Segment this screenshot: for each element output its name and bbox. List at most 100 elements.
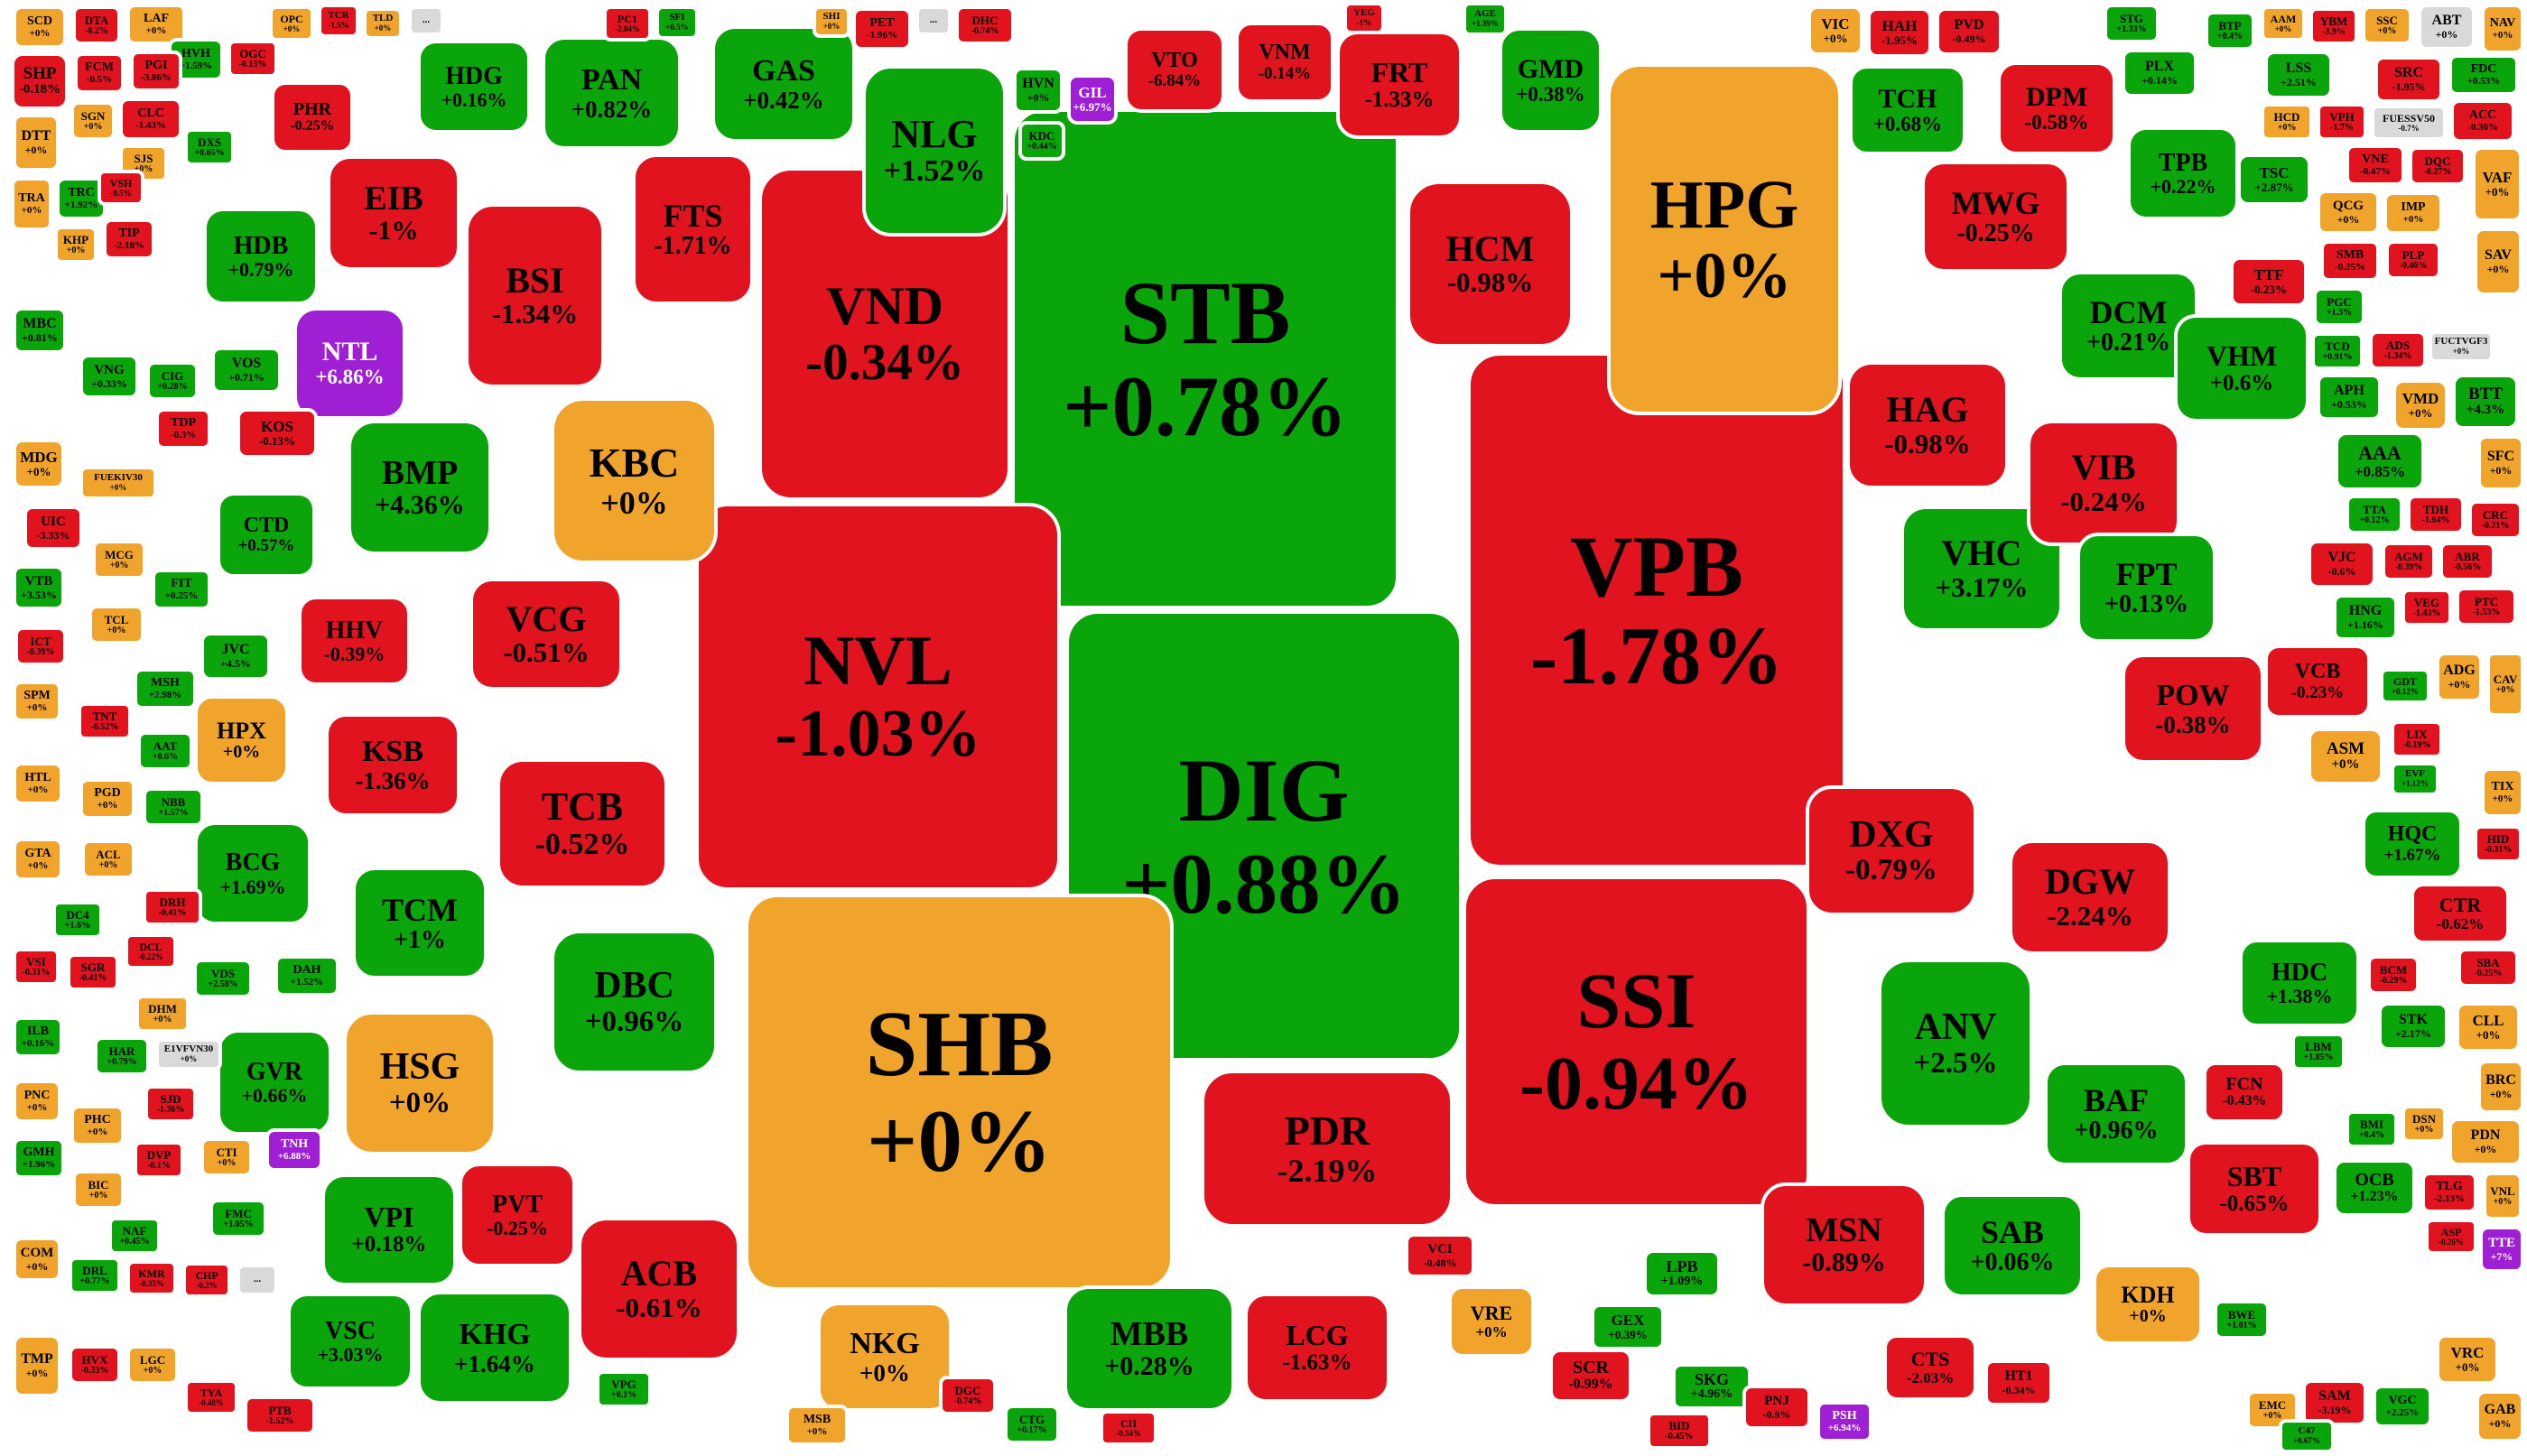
- stock-cell-kbc[interactable]: KBC +0%: [551, 397, 718, 564]
- stock-cell-pgi[interactable]: PGI -3.86%: [130, 51, 182, 92]
- stock-cell-smb[interactable]: SMB -0.25%: [2320, 240, 2380, 282]
- stock-cell-more[interactable]: ...: [915, 5, 952, 36]
- stock-cell-vds[interactable]: VDS +2.58%: [193, 959, 253, 998]
- stock-cell-bid[interactable]: BID -0.45%: [1647, 1412, 1712, 1450]
- stock-cell-pow[interactable]: POW -0.38%: [2122, 654, 2264, 764]
- stock-cell-tnh[interactable]: TNH +6.88%: [265, 1128, 323, 1172]
- stock-cell-vib[interactable]: VIB -0.24%: [2027, 420, 2180, 546]
- stock-cell-fts[interactable]: FTS -1.71%: [632, 153, 754, 305]
- stock-cell-tsc[interactable]: TSC +2.87%: [2237, 153, 2311, 206]
- stock-cell-mwg[interactable]: MWG -0.25%: [1921, 161, 2070, 273]
- stock-cell-acl[interactable]: ACL +0%: [81, 839, 135, 879]
- stock-cell-drl[interactable]: DRL +0.77%: [69, 1257, 121, 1294]
- stock-cell-mbb[interactable]: MBB +0.28%: [1064, 1285, 1235, 1412]
- stock-cell-more[interactable]: ...: [237, 1264, 278, 1296]
- stock-cell-tra[interactable]: TRA +0%: [11, 177, 52, 231]
- stock-cell-ptc[interactable]: PTC -1.53%: [2456, 587, 2517, 626]
- stock-cell-sjd[interactable]: SJD -1.36%: [144, 1085, 197, 1123]
- stock-cell-hng[interactable]: HNG +1.16%: [2333, 594, 2398, 641]
- stock-cell-lss[interactable]: LSS +2.51%: [2264, 51, 2333, 99]
- stock-cell-pdr[interactable]: PDR -2.19%: [1201, 1070, 1454, 1228]
- stock-cell-dcm[interactable]: DCM +0.21%: [2058, 271, 2198, 381]
- stock-cell-abr[interactable]: ABR -0.56%: [2439, 542, 2495, 581]
- stock-cell-qcg[interactable]: QCG +0%: [2317, 190, 2380, 235]
- stock-cell-hah[interactable]: HAH -1.95%: [1867, 7, 1932, 58]
- stock-cell-asm[interactable]: ASM +0%: [2308, 728, 2383, 785]
- stock-cell-adg[interactable]: ADG +0%: [2436, 652, 2483, 702]
- stock-cell-gmh[interactable]: GMH +1.96%: [13, 1137, 65, 1179]
- stock-cell-tcm[interactable]: TCM +1%: [352, 867, 488, 979]
- stock-cell-ilb[interactable]: ILB +0.16%: [13, 1016, 63, 1058]
- stock-cell-hdc[interactable]: HDC +1.38%: [2239, 939, 2360, 1027]
- stock-cell-fdc[interactable]: FDC +0.53%: [2448, 54, 2519, 96]
- stock-cell-sam[interactable]: SAM -3.19%: [2302, 1379, 2367, 1426]
- stock-cell-cti[interactable]: CTI +0%: [200, 1137, 253, 1177]
- stock-cell-gta[interactable]: GTA +0%: [13, 838, 63, 881]
- stock-cell-e1vfvn30[interactable]: E1VFVN30 +0%: [155, 1038, 222, 1071]
- stock-cell-dqc[interactable]: DQC -0.27%: [2409, 146, 2467, 186]
- stock-cell-ksb[interactable]: KSB -1.36%: [325, 713, 460, 817]
- stock-cell-lbm[interactable]: LBM +1.85%: [2291, 1033, 2346, 1071]
- stock-cell-kos[interactable]: KOS -0.13%: [237, 408, 318, 459]
- stock-cell-tcl[interactable]: TCL +0%: [88, 605, 144, 645]
- stock-cell-dpm[interactable]: DPM -0.58%: [1997, 61, 2116, 155]
- stock-cell-hvn[interactable]: HVN +0%: [1013, 67, 1064, 114]
- stock-cell-pvt[interactable]: PVT -0.25%: [459, 1163, 576, 1267]
- stock-cell-veg[interactable]: VEG -1.43%: [2402, 589, 2452, 626]
- stock-cell-gvr[interactable]: GVR +0.66%: [217, 1029, 332, 1136]
- stock-cell-hpx[interactable]: HPX +0%: [194, 695, 289, 785]
- stock-cell-kdc[interactable]: KDC +0.44%: [1018, 121, 1065, 161]
- stock-cell-vsh[interactable]: VSH -0.5%: [98, 170, 144, 206]
- stock-cell-dc4[interactable]: DC4 +1.6%: [52, 901, 103, 939]
- stock-cell-scd[interactable]: SCD +0%: [13, 5, 67, 49]
- stock-cell-cig[interactable]: CIG +0.28%: [146, 361, 199, 401]
- stock-cell-ptb[interactable]: PTB -1.52%: [244, 1396, 316, 1435]
- stock-cell-mbc[interactable]: MBC +0.81%: [13, 307, 67, 354]
- stock-cell-dhc[interactable]: DHC -0.74%: [955, 5, 1015, 45]
- stock-cell-aat[interactable]: AAT +0.6%: [137, 731, 193, 771]
- stock-cell-har[interactable]: HAR +0.79%: [94, 1036, 150, 1076]
- stock-cell-pvd[interactable]: PVD -0.49%: [1936, 7, 2002, 56]
- stock-cell-ntl[interactable]: NTL +6.86%: [293, 307, 406, 420]
- stock-cell-hcd[interactable]: HCD +0%: [2261, 103, 2313, 141]
- stock-cell-pnc[interactable]: PNC +0%: [13, 1080, 61, 1123]
- stock-cell-hqc[interactable]: HQC +1.67%: [2362, 809, 2463, 879]
- stock-cell-vng[interactable]: VNG +0.33%: [79, 354, 139, 399]
- stock-cell-bsi[interactable]: BSI -1.34%: [465, 203, 605, 388]
- stock-cell-tmp[interactable]: TMP +0%: [13, 1334, 61, 1397]
- stock-cell-hsg[interactable]: HSG +0%: [343, 1011, 497, 1155]
- stock-cell-acb[interactable]: ACB -0.61%: [578, 1217, 740, 1361]
- stock-cell-bmp[interactable]: BMP +4.36%: [348, 420, 492, 555]
- stock-cell-dcl[interactable]: DCL -0.22%: [125, 933, 177, 969]
- stock-cell-ht1[interactable]: HT1 -0.34%: [1984, 1359, 2053, 1406]
- stock-cell-age[interactable]: AGE +1.39%: [1463, 2, 1508, 36]
- stock-cell-vnl[interactable]: VNL +0%: [2483, 1172, 2522, 1220]
- stock-cell-sgr[interactable]: SGR -0.41%: [67, 953, 119, 991]
- stock-cell-btt[interactable]: BTT +4.3%: [2452, 374, 2519, 430]
- stock-cell-pgc[interactable]: PGC +1.3%: [2313, 287, 2365, 327]
- stock-cell-dah[interactable]: DAH +1.52%: [274, 955, 339, 997]
- stock-cell-pnj[interactable]: PNJ -0.9%: [1742, 1385, 1811, 1430]
- stock-cell-gdt[interactable]: GDT +0.12%: [2380, 668, 2430, 704]
- stock-cell-pgd[interactable]: PGD +0%: [79, 778, 135, 820]
- stock-cell-ssc[interactable]: SSC +0%: [2362, 5, 2412, 45]
- stock-cell-ctg[interactable]: CTG +0.17%: [1004, 1405, 1060, 1444]
- stock-cell-khg[interactable]: KHG +1.64%: [417, 1291, 572, 1405]
- stock-cell-vrc[interactable]: VRC +0%: [2436, 1334, 2499, 1385]
- stock-cell-evf[interactable]: EVF +1.12%: [2391, 762, 2439, 796]
- stock-cell-bwe[interactable]: BWE +1.01%: [2214, 1300, 2270, 1340]
- stock-cell-cii[interactable]: CII -0.34%: [1100, 1410, 1157, 1446]
- stock-cell-c47[interactable]: C47 +0.67%: [2279, 1419, 2335, 1453]
- stock-cell-anv[interactable]: ANV +2.5%: [1878, 959, 2033, 1128]
- stock-cell-more[interactable]: ...: [408, 5, 444, 36]
- stock-cell-gab[interactable]: GAB +0%: [2476, 1390, 2524, 1442]
- stock-cell-acc[interactable]: ACC -0.36%: [2450, 99, 2515, 143]
- stock-cell-tch[interactable]: TCH +0.68%: [1849, 65, 1966, 155]
- stock-cell-sab[interactable]: SAB +0.06%: [1941, 1193, 2084, 1298]
- stock-cell-dsn[interactable]: DSN +0%: [2402, 1105, 2447, 1143]
- stock-cell-shp[interactable]: SHP -0.18%: [11, 52, 69, 110]
- stock-cell-vmd[interactable]: VMD +0%: [2392, 379, 2448, 431]
- stock-cell-chp[interactable]: CHP -0.2%: [182, 1262, 231, 1298]
- stock-cell-tya[interactable]: TYA -0.48%: [184, 1379, 238, 1415]
- stock-cell-tta[interactable]: TTA +0.12%: [2346, 495, 2403, 534]
